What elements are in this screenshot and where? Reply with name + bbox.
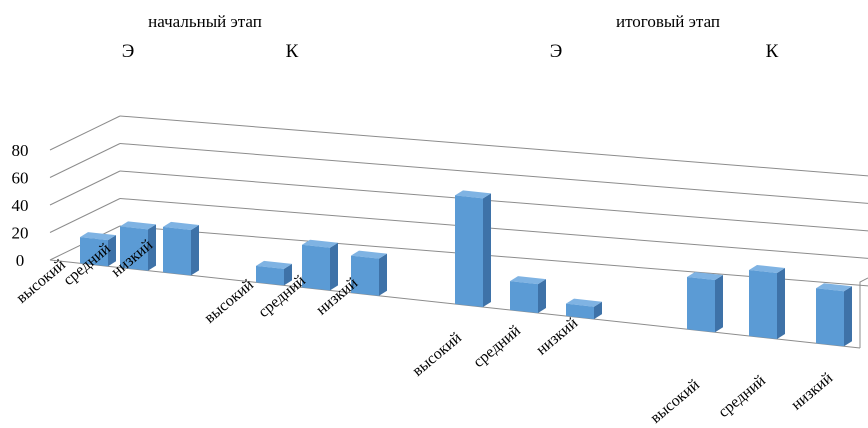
bar-top — [566, 298, 602, 307]
bar-top — [510, 276, 546, 285]
bar-side — [538, 279, 546, 314]
bar-side — [594, 301, 602, 320]
bar-top — [455, 190, 491, 199]
bar-итоговый-этап-Э-низкий — [566, 298, 602, 320]
bar-итоговый-этап-Э-средний — [510, 276, 546, 314]
bar-top — [749, 264, 785, 273]
gridline-side-40 — [49, 170, 121, 206]
y-tick-label: 60 — [12, 169, 29, 188]
bar-side — [777, 267, 785, 339]
bar-top — [80, 232, 116, 241]
bar-front — [455, 195, 483, 308]
bar-начальный-этап-Э-средний — [120, 221, 156, 271]
y-tick-label: 80 — [12, 141, 29, 160]
floor-edge — [859, 277, 868, 348]
bar-top — [120, 221, 156, 230]
stage-label-final: итоговый этап — [616, 12, 720, 31]
bar-начальный-этап-К-высокий — [256, 260, 292, 286]
bar-side — [148, 224, 156, 271]
group-label-final-e: Э — [550, 41, 563, 62]
bar-front — [510, 281, 538, 314]
category-label: средний — [715, 372, 769, 421]
bar-top — [302, 239, 338, 248]
gridline-back-80 — [119, 115, 868, 177]
bar-top — [351, 250, 387, 259]
y-tick-label: 40 — [12, 196, 29, 215]
gridline-back-60 — [119, 143, 868, 204]
bar-начальный-этап-Э-высокий — [80, 232, 116, 267]
bar-side — [844, 286, 852, 347]
bar-front — [816, 288, 844, 347]
group-label-initial-k: К — [286, 41, 299, 62]
bar-top — [816, 283, 852, 292]
bar-итоговый-этап-К-низкий — [816, 283, 852, 347]
bar-side — [108, 235, 116, 267]
bar-front — [687, 276, 715, 333]
y-tick-label: 0 — [16, 251, 25, 270]
category-label: высокий — [201, 276, 257, 327]
bar-front — [120, 226, 148, 271]
gridline-side-80 — [49, 115, 121, 151]
category-label: низкий — [788, 369, 836, 413]
bar-side — [284, 263, 292, 286]
bar-side — [330, 242, 338, 291]
bar-front — [749, 269, 777, 339]
bar-front — [163, 226, 191, 276]
bar-итоговый-этап-К-средний — [749, 264, 785, 339]
bar-начальный-этап-К-низкий — [351, 250, 387, 296]
gridline-side-60 — [49, 143, 121, 178]
gridlines — [49, 115, 868, 287]
category-label: низкий — [533, 314, 581, 358]
gridline-back-40 — [119, 170, 868, 232]
y-tick-label: 20 — [12, 224, 29, 243]
stage-label-initial: начальный этап — [148, 12, 262, 31]
bar-side — [715, 274, 723, 333]
bar-front — [80, 237, 108, 267]
category-label: средний — [470, 322, 524, 371]
bar-side — [191, 224, 199, 276]
bar-front — [302, 244, 330, 291]
category-label: высокий — [647, 376, 703, 427]
bars — [80, 190, 852, 347]
bar-top — [163, 221, 199, 230]
bar-front — [256, 265, 284, 286]
group-label-final-k: К — [766, 41, 779, 62]
bar-начальный-этап-К-средний — [302, 239, 338, 291]
bar-front — [351, 255, 379, 296]
group-label-initial-e: Э — [122, 41, 135, 62]
bar-итоговый-этап-Э-высокий — [455, 190, 491, 308]
gridline-back-20 — [119, 198, 868, 259]
gridline-side-20 — [49, 198, 121, 233]
bar-начальный-этап-Э-низкий — [163, 221, 199, 276]
bar-top — [687, 271, 723, 280]
bar-итоговый-этап-К-высокий — [687, 271, 723, 333]
bar-top — [256, 260, 292, 269]
bar-side — [483, 193, 491, 308]
category-label: высокий — [409, 329, 465, 380]
y-axis-ticks: 0 20 40 60 80 — [12, 141, 29, 270]
gridline-back-0 — [119, 225, 868, 287]
bar-front — [566, 303, 594, 320]
bar-side — [379, 253, 387, 296]
